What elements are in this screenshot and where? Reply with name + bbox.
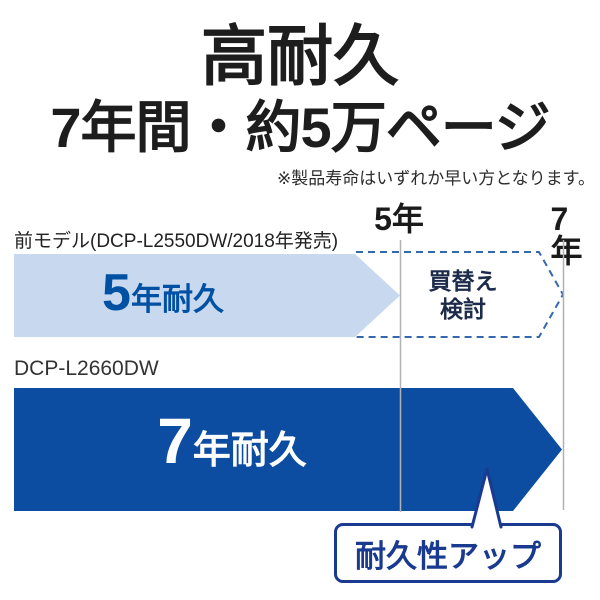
previous-durability-label: 5 年耐久: [102, 267, 224, 319]
durability-up-callout-label: 耐久性アップ: [355, 538, 541, 574]
page-subtitle: 7年間・約5万ページ: [50, 96, 550, 159]
new-model-arrow: [14, 388, 562, 511]
previous-durability-years: 5: [102, 264, 131, 322]
new-durability-unit: 年耐久: [192, 430, 307, 472]
axis-tick-5-years: 5年: [374, 201, 424, 237]
replacement-consideration-line1: 買替え: [428, 268, 498, 294]
axis-tick-7-years: 7年: [550, 201, 583, 269]
footnote-text: ※製品寿命はいずれか早い方となります。: [276, 169, 595, 188]
replacement-consideration-line2: 検討: [440, 296, 486, 323]
new-model-label: DCP-L2660DW: [14, 357, 159, 380]
page-title: 高耐久: [201, 19, 399, 93]
previous-model-arrow: [14, 254, 400, 337]
previous-model-label: 前モデル(DCP-L2550DW/2018年発売): [14, 231, 339, 252]
replacement-consideration-label: 買替え 検討: [429, 267, 498, 323]
new-durability-years: 7: [157, 405, 193, 477]
new-durability-label: 7 年耐久: [157, 409, 307, 473]
previous-durability-unit: 年耐久: [130, 282, 224, 317]
durability-up-callout: 耐久性アップ: [334, 523, 562, 583]
